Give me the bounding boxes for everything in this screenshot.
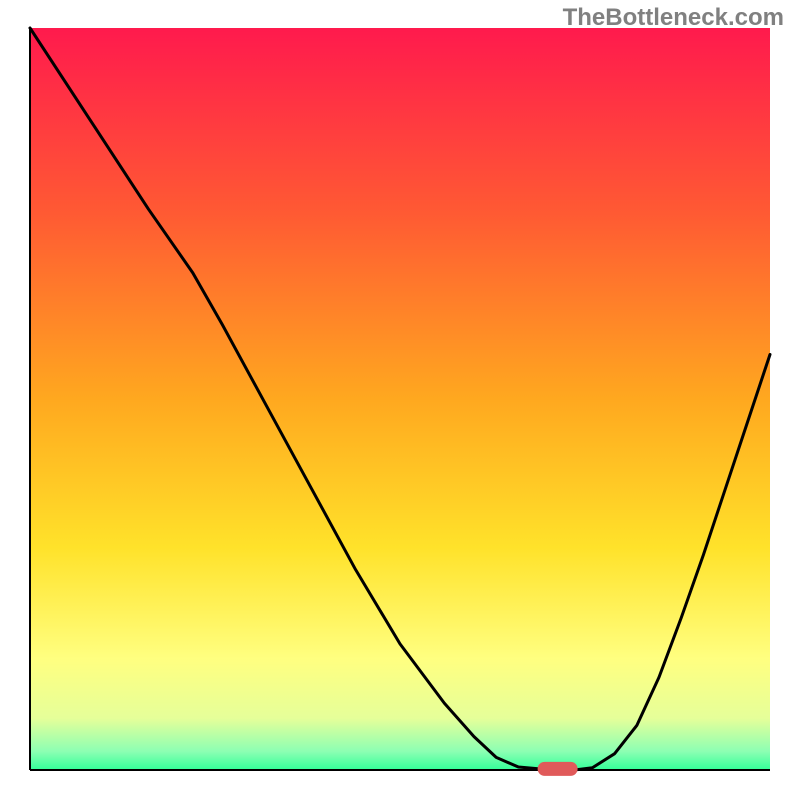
chart-gradient-background [30,28,770,770]
watermark-text: TheBottleneck.com [563,4,784,32]
optimal-marker [538,762,578,776]
chart-container: TheBottleneck.com [0,0,800,800]
bottleneck-chart [0,0,800,800]
